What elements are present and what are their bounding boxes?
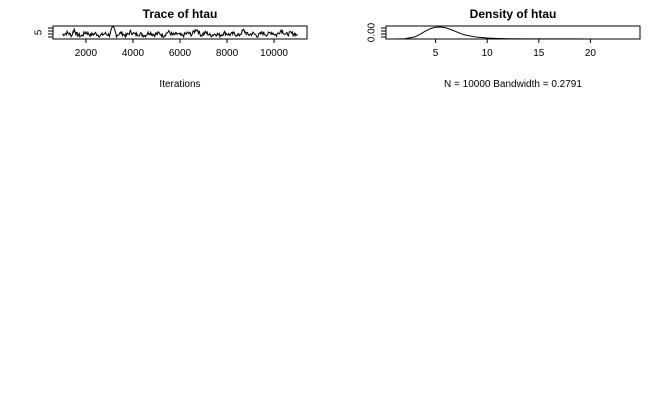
trace-x-axis: 2000 4000 6000 8000 10000 (75, 39, 288, 59)
trace-x-tick-label: 4000 (122, 48, 145, 59)
density-x-label: N = 10000 Bandwidth = 0.2791 (444, 79, 582, 90)
density-series-line (394, 26, 632, 40)
trace-y-axis: 5 (34, 27, 53, 38)
density-x-axis: 5 10 15 20 (433, 39, 597, 59)
density-x-tick-label: 20 (585, 48, 597, 59)
trace-panel: Trace of htau 2000 4000 6000 8000 10000 5 It… (34, 7, 308, 90)
density-y-axis: 0.00 (367, 22, 386, 42)
trace-title: Trace of htau (143, 7, 218, 21)
density-panel: Density of htau 5 10 15 20 0.00 N = 10000 B… (367, 7, 641, 90)
trace-y-tick-label: 5 (34, 29, 45, 35)
trace-x-tick-label: 6000 (169, 48, 192, 59)
density-x-tick-label: 10 (482, 48, 494, 59)
trace-series-line (62, 26, 298, 39)
density-title: Density of htau (470, 7, 557, 21)
trace-x-tick-label: 8000 (216, 48, 239, 59)
trace-x-tick-label: 2000 (75, 48, 98, 59)
density-y-tick-label: 0.00 (367, 22, 378, 42)
trace-x-tick-label: 10000 (260, 48, 288, 59)
density-plot-frame (385, 25, 641, 40)
density-x-tick-label: 15 (533, 48, 545, 59)
trace-x-label: Iterations (159, 79, 200, 90)
density-x-tick-label: 5 (433, 48, 439, 59)
